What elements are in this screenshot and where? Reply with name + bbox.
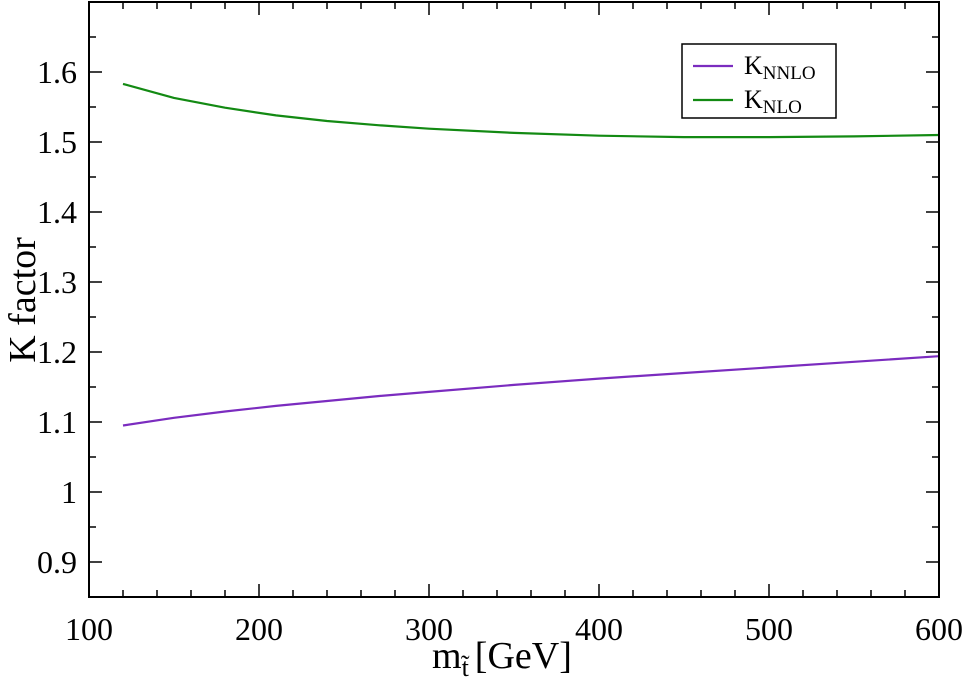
y-tick-label: 1.6 — [37, 54, 77, 90]
legend-label-nlo: KNLO — [744, 85, 802, 118]
x-tick-label: 100 — [65, 611, 113, 647]
x-tick-label: 200 — [235, 611, 283, 647]
x-tick-label: 600 — [915, 611, 963, 647]
y-tick-label: 0.9 — [37, 544, 77, 580]
series-line-nlo — [122, 82, 940, 139]
x-tick-label: 500 — [745, 611, 793, 647]
x-axis-label: mt̃ [GeV] — [432, 635, 572, 682]
y-tick-label: 1 — [61, 474, 77, 510]
series-line-nnlo — [122, 355, 940, 427]
y-tick-label: 1.1 — [37, 404, 77, 440]
y-axis-label: K factor — [2, 237, 44, 363]
x-tick-label: 300 — [405, 611, 453, 647]
legend-box — [681, 43, 837, 119]
y-tick-label: 1.3 — [37, 264, 77, 300]
y-tick-label: 1.5 — [37, 124, 77, 160]
x-tick-label: 400 — [575, 611, 623, 647]
legend-label-nnlo: KNNLO — [744, 51, 816, 84]
plot-frame — [88, 1, 940, 598]
y-tick-label: 1.4 — [37, 194, 77, 230]
y-tick-label: 1.2 — [37, 334, 77, 370]
